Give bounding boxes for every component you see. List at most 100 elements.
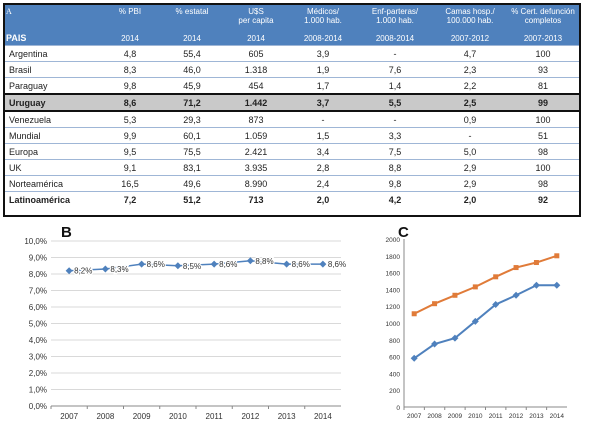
value-cell: 71,2 <box>161 93 223 112</box>
header-year: 2014 <box>223 32 289 46</box>
y-tick-label: 3,0% <box>29 353 47 362</box>
data-point <box>471 317 479 325</box>
data-label: 8,2% <box>74 267 92 276</box>
x-tick-label: 2013 <box>529 413 544 420</box>
value-cell: 1,9 <box>289 61 357 78</box>
value-cell: 8,6 <box>99 93 161 112</box>
chart-c: C 0 200 400 600 800 1000 1200 1400 1600 1800 2000 20… <box>374 224 584 425</box>
data-point <box>138 260 146 268</box>
value-cell: 7,6 <box>357 61 433 78</box>
value-cell: - <box>289 110 357 128</box>
value-cell: 100 <box>507 45 579 62</box>
value-cell: - <box>357 45 433 62</box>
value-cell: 9,9 <box>99 127 161 144</box>
data-point <box>513 265 519 271</box>
value-cell: 2.421 <box>223 143 289 160</box>
value-cell: 3,7 <box>289 93 357 112</box>
value-cell: 2,4 <box>289 175 357 192</box>
header-cell: Camas hosp./ 100.000 hab. <box>433 5 507 32</box>
panel-label: C <box>398 225 409 241</box>
value-cell: - <box>357 110 433 128</box>
y-tick-label: 1,0% <box>29 386 47 395</box>
value-cell: 8.990 <box>223 175 289 192</box>
table-row: Paraguay 9,8 45,9 454 1,7 1,4 2,2 81 <box>5 77 579 94</box>
x-tick-label: 2007 <box>60 412 78 421</box>
y-tick-label: 1000 <box>386 321 401 328</box>
y-tick-label: 1200 <box>386 304 401 311</box>
value-cell: 98 <box>507 175 579 192</box>
value-cell: 46,0 <box>161 61 223 78</box>
value-cell: 1,7 <box>289 77 357 94</box>
header-cell: Enf-parteras/ 1.000 hab. <box>357 5 433 32</box>
value-cell: 3.935 <box>223 159 289 176</box>
value-cell: 1.059 <box>223 127 289 144</box>
value-cell: 75,5 <box>161 143 223 160</box>
header-year: 2007-2013 <box>507 32 579 46</box>
y-tick-label: 600 <box>389 355 400 362</box>
value-cell: 2,2 <box>433 77 507 94</box>
value-cell: 9,1 <box>99 159 161 176</box>
value-cell: 4,8 <box>99 45 161 62</box>
table-row: UK 9,1 83,1 3.935 2,8 8,8 2,9 100 <box>5 159 579 176</box>
value-cell: 93 <box>507 61 579 78</box>
header-cell: % estatal <box>161 5 223 32</box>
data-point <box>451 334 459 342</box>
country-cell: Argentina <box>5 45 99 62</box>
series-line <box>413 284 557 360</box>
table-row: Argentina 4,8 55,4 605 3,9-4,7 100 <box>5 45 579 62</box>
value-cell: 2,8 <box>289 159 357 176</box>
y-tick-label: 1800 <box>386 254 401 261</box>
data-label: 8,3% <box>110 265 128 274</box>
data-point <box>410 354 418 362</box>
header-year: 2008-2014 <box>289 32 357 46</box>
data-point <box>319 260 327 268</box>
value-cell: 0,9 <box>433 110 507 128</box>
x-tick-label: 2012 <box>241 412 259 421</box>
value-cell: 45,9 <box>161 77 223 94</box>
y-tick-label: 400 <box>389 371 400 378</box>
table-row: Latinoamérica 7,2 51,2 713 2,0 4,2 2,0 92 <box>5 191 579 207</box>
value-cell: 2,0 <box>289 191 357 207</box>
data-point <box>512 291 520 299</box>
header-year: 2008-2014 <box>357 32 433 46</box>
data-point <box>472 284 478 290</box>
data-label: 8,6% <box>147 260 165 269</box>
table-subheader-row: PAIS 2014 2014 2014 2008-2014 2008-2014 … <box>5 32 579 46</box>
value-cell: 3,3 <box>357 127 433 144</box>
data-point <box>101 265 109 273</box>
table-header-row: A % PBI % estatal U$S per capita Médicos… <box>5 5 579 32</box>
country-cell: Brasil <box>5 61 99 78</box>
value-cell: 81 <box>507 77 579 94</box>
table-row: Brasil 8,3 46,0 1.318 1,9 7,6 2,3 93 <box>5 61 579 78</box>
country-cell: UK <box>5 159 99 176</box>
x-tick-label: 2010 <box>468 413 483 420</box>
value-cell: 29,3 <box>161 110 223 128</box>
country-cell: Mundial <box>5 127 99 144</box>
y-tick-label: 800 <box>389 338 400 345</box>
x-tick-label: 2011 <box>489 413 503 420</box>
value-cell: 454 <box>223 77 289 94</box>
data-label: 8,8% <box>255 257 273 266</box>
value-cell: 873 <box>223 110 289 128</box>
y-tick-label: 5,0% <box>29 320 47 329</box>
y-tick-label: 6,0% <box>29 303 47 312</box>
data-point <box>432 301 438 307</box>
value-cell: 99 <box>507 93 579 112</box>
y-tick-label: 2,0% <box>29 369 47 378</box>
y-tick-label: 9,0% <box>29 254 47 263</box>
value-cell: 2,0 <box>433 191 507 207</box>
value-cell: 9,5 <box>99 143 161 160</box>
data-point <box>174 262 182 270</box>
table-row: Norteamérica 16,5 49,6 8.990 2,4 9,8 2,9 98 <box>5 175 579 192</box>
y-tick-label: 0 <box>396 405 400 412</box>
data-point <box>65 267 73 275</box>
data-point <box>553 281 561 289</box>
data-point <box>283 260 291 268</box>
value-cell: 1.442 <box>223 93 289 112</box>
header-cell: U$S per capita <box>223 5 289 32</box>
data-label: 8,6% <box>292 260 310 269</box>
value-cell: 49,6 <box>161 175 223 192</box>
y-tick-label: 4,0% <box>29 336 47 345</box>
value-cell: 51,2 <box>161 191 223 207</box>
country-cell: Norteamérica <box>5 175 99 192</box>
